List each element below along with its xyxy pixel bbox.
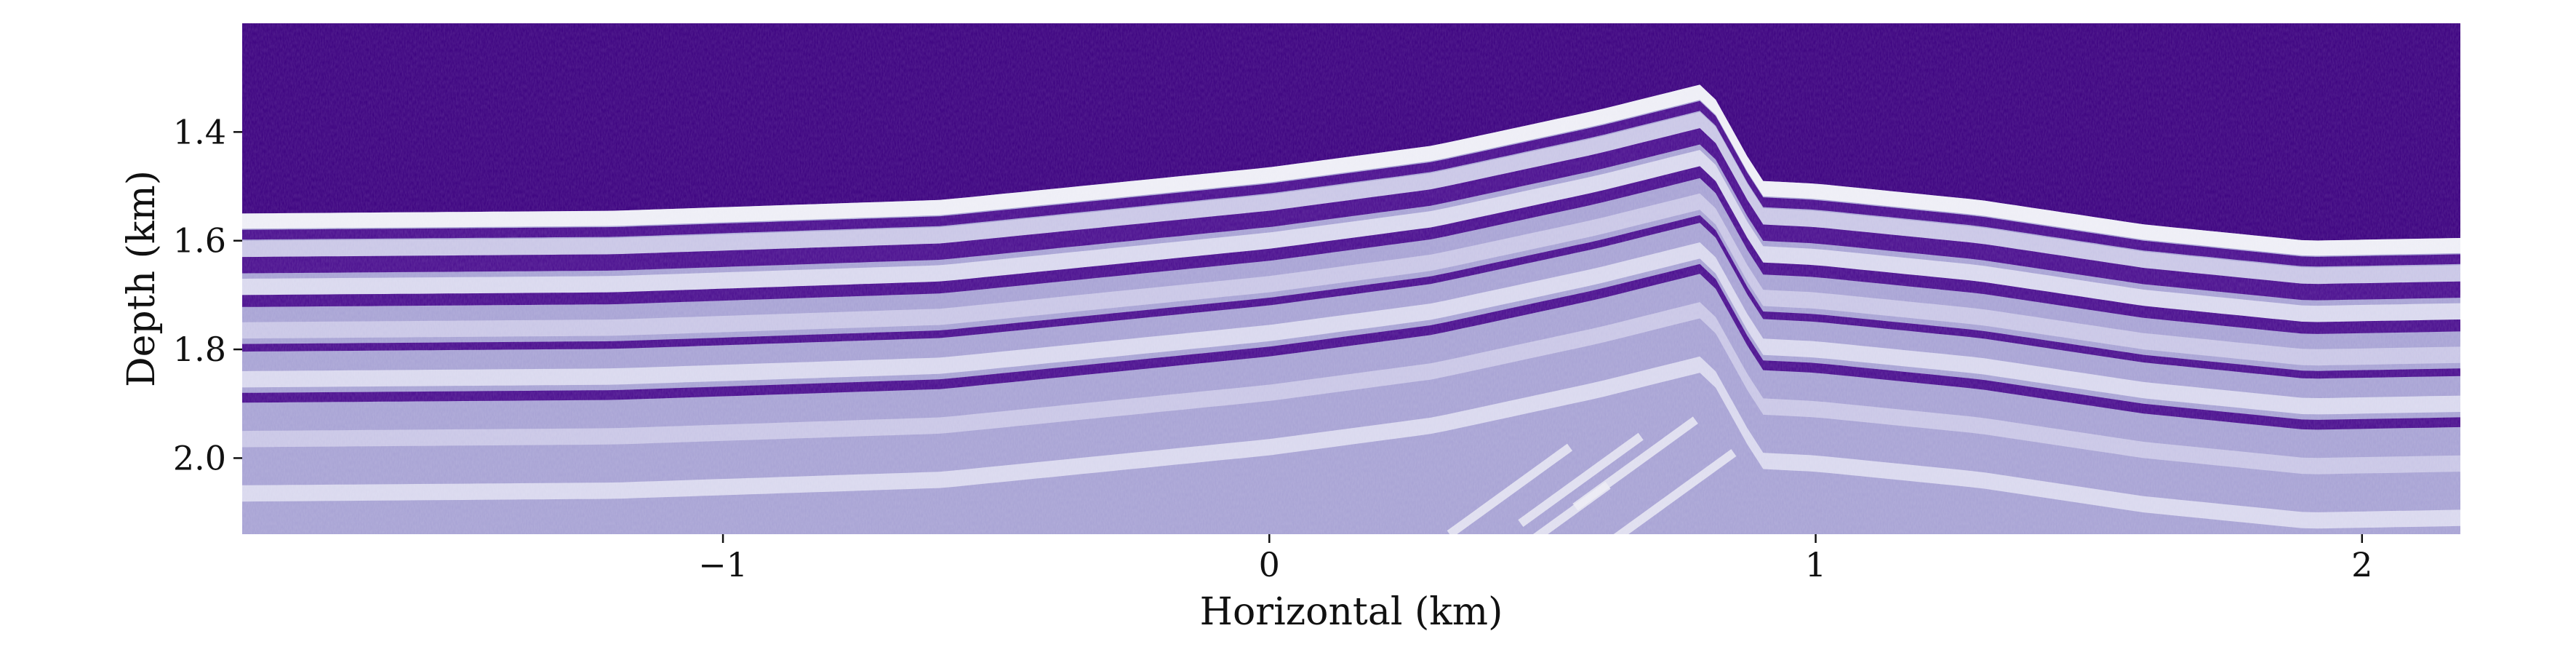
y-tick-label: 2.0	[173, 438, 226, 477]
y-axis: 1.4 1.6 1.8 2.0	[173, 112, 242, 477]
y-axis-label: Depth (km)	[120, 170, 164, 387]
y-tick-label: 1.6	[173, 221, 226, 261]
x-tick-label: 1	[1805, 545, 1826, 584]
x-tick-label: −1	[698, 545, 748, 584]
texture-overlay	[242, 23, 2460, 534]
plot-area	[242, 23, 2460, 534]
x-axis-label: Horizontal (km)	[1200, 590, 1503, 634]
x-tick-label: 0	[1259, 545, 1280, 584]
x-tick-label: 2	[2351, 545, 2372, 584]
y-tick-label: 1.4	[173, 112, 226, 151]
x-axis: −1 0 1 2	[698, 534, 2372, 584]
y-tick-label: 1.8	[173, 330, 226, 369]
